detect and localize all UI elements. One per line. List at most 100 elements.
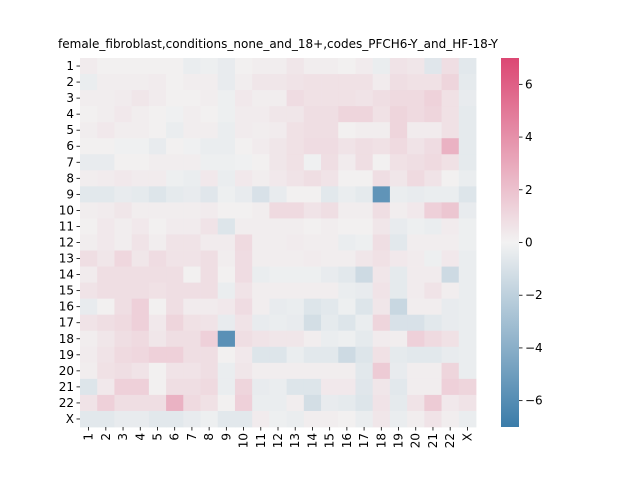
x-tick-label: 7 bbox=[185, 433, 199, 441]
heatmap-cell bbox=[269, 314, 288, 332]
x-tick-label: 18 bbox=[374, 433, 388, 448]
heatmap-cell bbox=[269, 186, 288, 203]
heatmap-cell bbox=[303, 394, 322, 412]
heatmap-cell bbox=[441, 314, 460, 332]
heatmap-cell bbox=[148, 410, 167, 428]
heatmap-cell bbox=[183, 410, 201, 428]
heatmap-cell bbox=[200, 138, 219, 155]
heatmap-cell bbox=[166, 346, 184, 364]
heatmap-cell bbox=[166, 138, 184, 155]
heatmap-cell bbox=[338, 218, 356, 235]
colorbar-tick-label: −6 bbox=[525, 394, 543, 408]
heatmap-cell bbox=[131, 186, 150, 203]
heatmap-cell bbox=[200, 330, 219, 348]
heatmap-cell bbox=[234, 314, 253, 332]
heatmap-cell bbox=[441, 378, 460, 396]
heatmap-cell bbox=[80, 298, 98, 316]
heatmap-cell bbox=[372, 218, 391, 235]
heatmap-cell bbox=[234, 330, 253, 348]
heatmap-cell bbox=[355, 250, 374, 267]
heatmap-cell bbox=[407, 106, 425, 123]
heatmap-cell bbox=[97, 90, 115, 107]
heatmap-cell bbox=[321, 186, 339, 203]
heatmap-cell bbox=[148, 330, 167, 348]
heatmap-cell bbox=[97, 378, 115, 396]
heatmap-cell bbox=[355, 394, 374, 412]
heatmap-cell bbox=[200, 266, 219, 284]
heatmap-cell bbox=[200, 410, 219, 428]
x-tick-label: 15 bbox=[323, 433, 337, 448]
heatmap-cell bbox=[200, 378, 219, 396]
heatmap-cell bbox=[441, 154, 460, 171]
heatmap-cell bbox=[97, 74, 115, 91]
heatmap-cell bbox=[286, 74, 305, 91]
y-tick-label: 15 bbox=[59, 284, 74, 298]
heatmap-cell bbox=[97, 410, 115, 428]
heatmap-cell bbox=[80, 138, 98, 155]
heatmap-cell bbox=[269, 266, 288, 284]
heatmap-cell bbox=[372, 282, 391, 300]
heatmap-cell bbox=[80, 186, 98, 203]
heatmap-cell bbox=[458, 314, 477, 332]
heatmap-cell bbox=[183, 90, 201, 107]
colorbar-tick-label: 2 bbox=[525, 183, 533, 197]
heatmap-cell bbox=[424, 314, 442, 332]
heatmap-cell bbox=[355, 330, 374, 348]
heatmap-cell bbox=[424, 186, 442, 203]
heatmap-cell bbox=[424, 202, 442, 219]
colorbar-tick-label: −4 bbox=[525, 341, 543, 355]
heatmap-cell bbox=[148, 314, 167, 332]
heatmap-cell bbox=[131, 74, 150, 91]
y-tick-label: 22 bbox=[59, 396, 74, 410]
heatmap-cell bbox=[252, 282, 270, 300]
heatmap-cell bbox=[97, 154, 115, 171]
heatmap-cell bbox=[200, 234, 219, 251]
heatmap-cell bbox=[234, 298, 253, 316]
heatmap-cell bbox=[269, 378, 288, 396]
heatmap-cell bbox=[234, 346, 253, 364]
x-tick-label: 20 bbox=[409, 433, 423, 448]
heatmap-cell bbox=[234, 234, 253, 251]
heatmap-cell bbox=[166, 74, 184, 91]
heatmap-cell bbox=[407, 202, 425, 219]
heatmap-cell bbox=[183, 298, 201, 316]
heatmap-cell bbox=[389, 58, 408, 75]
heatmap-cell bbox=[424, 250, 442, 267]
heatmap-cell bbox=[200, 282, 219, 300]
heatmap-cell bbox=[252, 394, 270, 412]
heatmap-cell bbox=[372, 138, 391, 155]
heatmap-cell bbox=[321, 74, 339, 91]
heatmap-cell bbox=[234, 410, 253, 428]
x-tick-label: 5 bbox=[150, 433, 164, 441]
heatmap-cell bbox=[131, 250, 150, 267]
heatmap-cell bbox=[441, 106, 460, 123]
x-tick-label: 10 bbox=[237, 433, 251, 448]
heatmap-cell bbox=[217, 298, 236, 316]
heatmap-cell bbox=[389, 314, 408, 332]
heatmap-cell bbox=[372, 330, 391, 348]
heatmap-cell bbox=[217, 346, 236, 364]
heatmap-cell bbox=[407, 378, 425, 396]
heatmap-cell bbox=[355, 266, 374, 284]
y-tick-label: 14 bbox=[59, 268, 74, 282]
y-tick-label: 6 bbox=[66, 139, 74, 153]
heatmap-cell bbox=[183, 362, 201, 380]
heatmap-cell bbox=[166, 282, 184, 300]
heatmap-cell bbox=[303, 218, 322, 235]
heatmap-cell bbox=[200, 362, 219, 380]
heatmap-cell bbox=[441, 346, 460, 364]
heatmap-cell bbox=[131, 122, 150, 139]
heatmap-cell bbox=[269, 218, 288, 235]
heatmap-cell bbox=[217, 138, 236, 155]
heatmap-cell bbox=[252, 410, 270, 428]
heatmap-cell bbox=[321, 266, 339, 284]
heatmap-cell bbox=[407, 218, 425, 235]
heatmap-cell bbox=[458, 362, 477, 380]
heatmap-cell bbox=[80, 58, 98, 75]
heatmap-cell bbox=[303, 170, 322, 187]
heatmap-cell bbox=[424, 298, 442, 316]
heatmap-cell bbox=[97, 234, 115, 251]
heatmap-cell bbox=[148, 170, 167, 187]
heatmap-cell bbox=[372, 170, 391, 187]
heatmap-cell bbox=[286, 218, 305, 235]
